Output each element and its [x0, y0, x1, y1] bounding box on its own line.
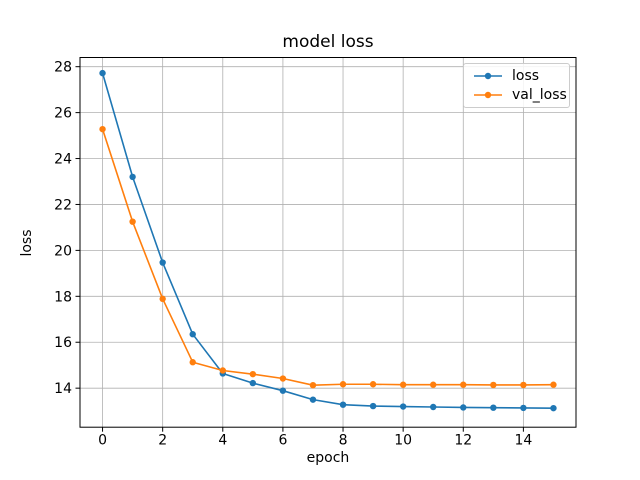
data-point-val_loss	[460, 381, 467, 388]
data-point-loss	[99, 69, 106, 77]
y-tick-label: 28	[54, 60, 72, 76]
x-tick-label: 10	[394, 433, 412, 449]
data-point-loss	[399, 403, 407, 410]
data-point-val_loss	[189, 359, 196, 366]
y-tick-label: 22	[54, 197, 72, 213]
series-line-loss	[101, 72, 555, 409]
data-point-loss	[550, 404, 557, 412]
chart-title: model loss	[282, 32, 373, 52]
y-tick-label: 24	[54, 152, 72, 168]
y-tick-label: 16	[54, 335, 72, 351]
data-point-loss	[339, 401, 347, 408]
x-tick-label: 2	[158, 433, 167, 449]
series-line-val_loss	[101, 128, 555, 386]
data-point-loss	[520, 404, 527, 412]
data-point-val_loss	[279, 375, 287, 382]
data-point-val_loss	[430, 381, 437, 388]
legend-label-val-loss: val_loss	[512, 86, 567, 103]
data-point-val_loss	[339, 381, 347, 388]
y-tick-label: 20	[54, 243, 72, 259]
data-point-val_loss	[99, 125, 106, 133]
data-point-val_loss	[159, 295, 166, 303]
data-point-loss	[279, 387, 287, 394]
data-point-loss	[460, 404, 467, 411]
data-point-loss	[309, 396, 317, 403]
x-tick-label: 8	[339, 433, 348, 449]
data-point-val_loss	[399, 381, 407, 388]
y-axis-label: loss	[19, 229, 35, 256]
data-point-val_loss	[369, 381, 377, 388]
data-point-val_loss	[309, 381, 317, 389]
x-tick-label: 14	[514, 433, 532, 449]
legend-entry-loss: loss	[473, 69, 560, 83]
data-point-loss	[369, 402, 377, 410]
data-point-val_loss	[129, 218, 136, 225]
legend-label-loss: loss	[512, 68, 540, 85]
y-tick-label: 26	[54, 106, 72, 122]
data-point-loss	[129, 173, 136, 181]
axes-spines	[79, 57, 577, 428]
x-tick-label: 6	[278, 433, 287, 449]
data-point-val_loss	[249, 370, 257, 378]
data-point-loss	[249, 379, 257, 387]
data-point-loss	[189, 331, 196, 338]
y-tick-label: 18	[54, 289, 72, 305]
legend-entry-val-loss: val_loss	[473, 88, 567, 102]
x-axis-label: epoch	[307, 450, 350, 466]
data-point-val_loss	[520, 381, 527, 389]
data-point-loss	[430, 403, 437, 411]
legend-line-marker-icon	[474, 91, 502, 98]
data-point-val_loss	[490, 381, 497, 389]
x-tick-label: 4	[218, 433, 227, 449]
legend: loss val_loss	[463, 63, 570, 108]
data-point-val_loss	[550, 381, 557, 388]
y-tick-label: 14	[54, 381, 72, 397]
data-point-loss	[159, 259, 166, 266]
legend-line-marker-icon	[474, 73, 502, 80]
data-point-val_loss	[219, 367, 226, 374]
data-point-loss	[490, 404, 497, 411]
x-tick-label: 12	[454, 433, 472, 449]
x-tick-label: 0	[98, 433, 107, 449]
